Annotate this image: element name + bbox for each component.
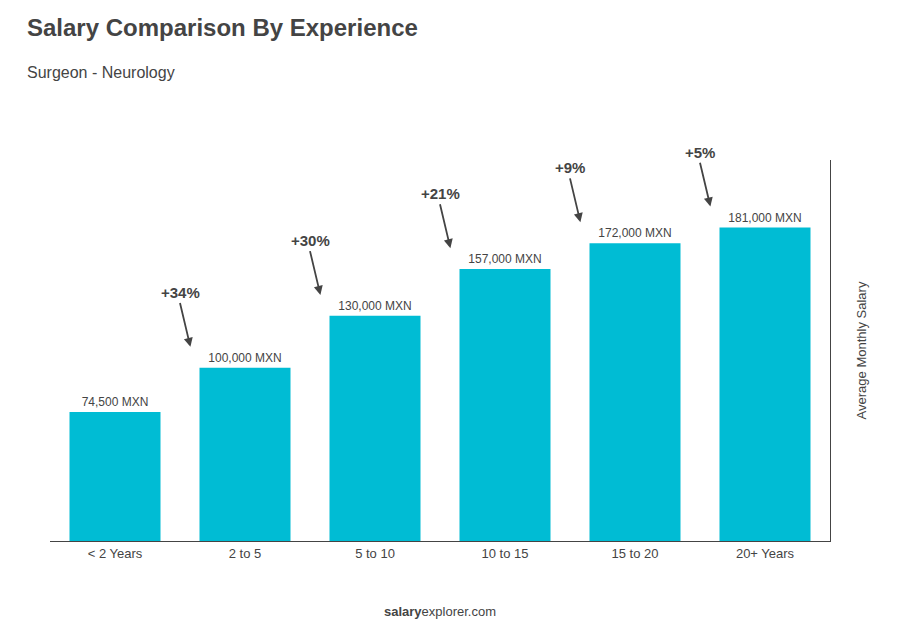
svg-text:+21%: +21%: [421, 185, 460, 202]
svg-text:+30%: +30%: [291, 232, 330, 249]
svg-text:172,000 MXN: 172,000 MXN: [598, 226, 671, 240]
svg-text:157,000 MXN: 157,000 MXN: [468, 252, 541, 266]
svg-text:130,000 MXN: 130,000 MXN: [338, 299, 411, 313]
svg-text:salaryexplorer.com: salaryexplorer.com: [384, 604, 496, 619]
svg-text:+34%: +34%: [161, 284, 200, 301]
svg-text:5 to 10: 5 to 10: [355, 546, 395, 561]
svg-text:20+ Years: 20+ Years: [736, 546, 795, 561]
svg-text:15 to 20: 15 to 20: [612, 546, 659, 561]
svg-text:10 to 15: 10 to 15: [482, 546, 529, 561]
svg-text:+5%: +5%: [685, 144, 715, 161]
svg-text:100,000 MXN: 100,000 MXN: [208, 351, 281, 365]
svg-text:Average Monthly Salary: Average Monthly Salary: [854, 281, 869, 419]
svg-text:Salary Comparison By Experienc: Salary Comparison By Experience: [27, 14, 418, 41]
svg-text:181,000 MXN: 181,000 MXN: [728, 211, 801, 225]
svg-text:Surgeon - Neurology: Surgeon - Neurology: [27, 64, 175, 81]
svg-text:74,500 MXN: 74,500 MXN: [82, 395, 149, 409]
svg-text:2 to 5: 2 to 5: [229, 546, 262, 561]
svg-text:< 2 Years: < 2 Years: [88, 546, 143, 561]
svg-text:+9%: +9%: [555, 159, 585, 176]
